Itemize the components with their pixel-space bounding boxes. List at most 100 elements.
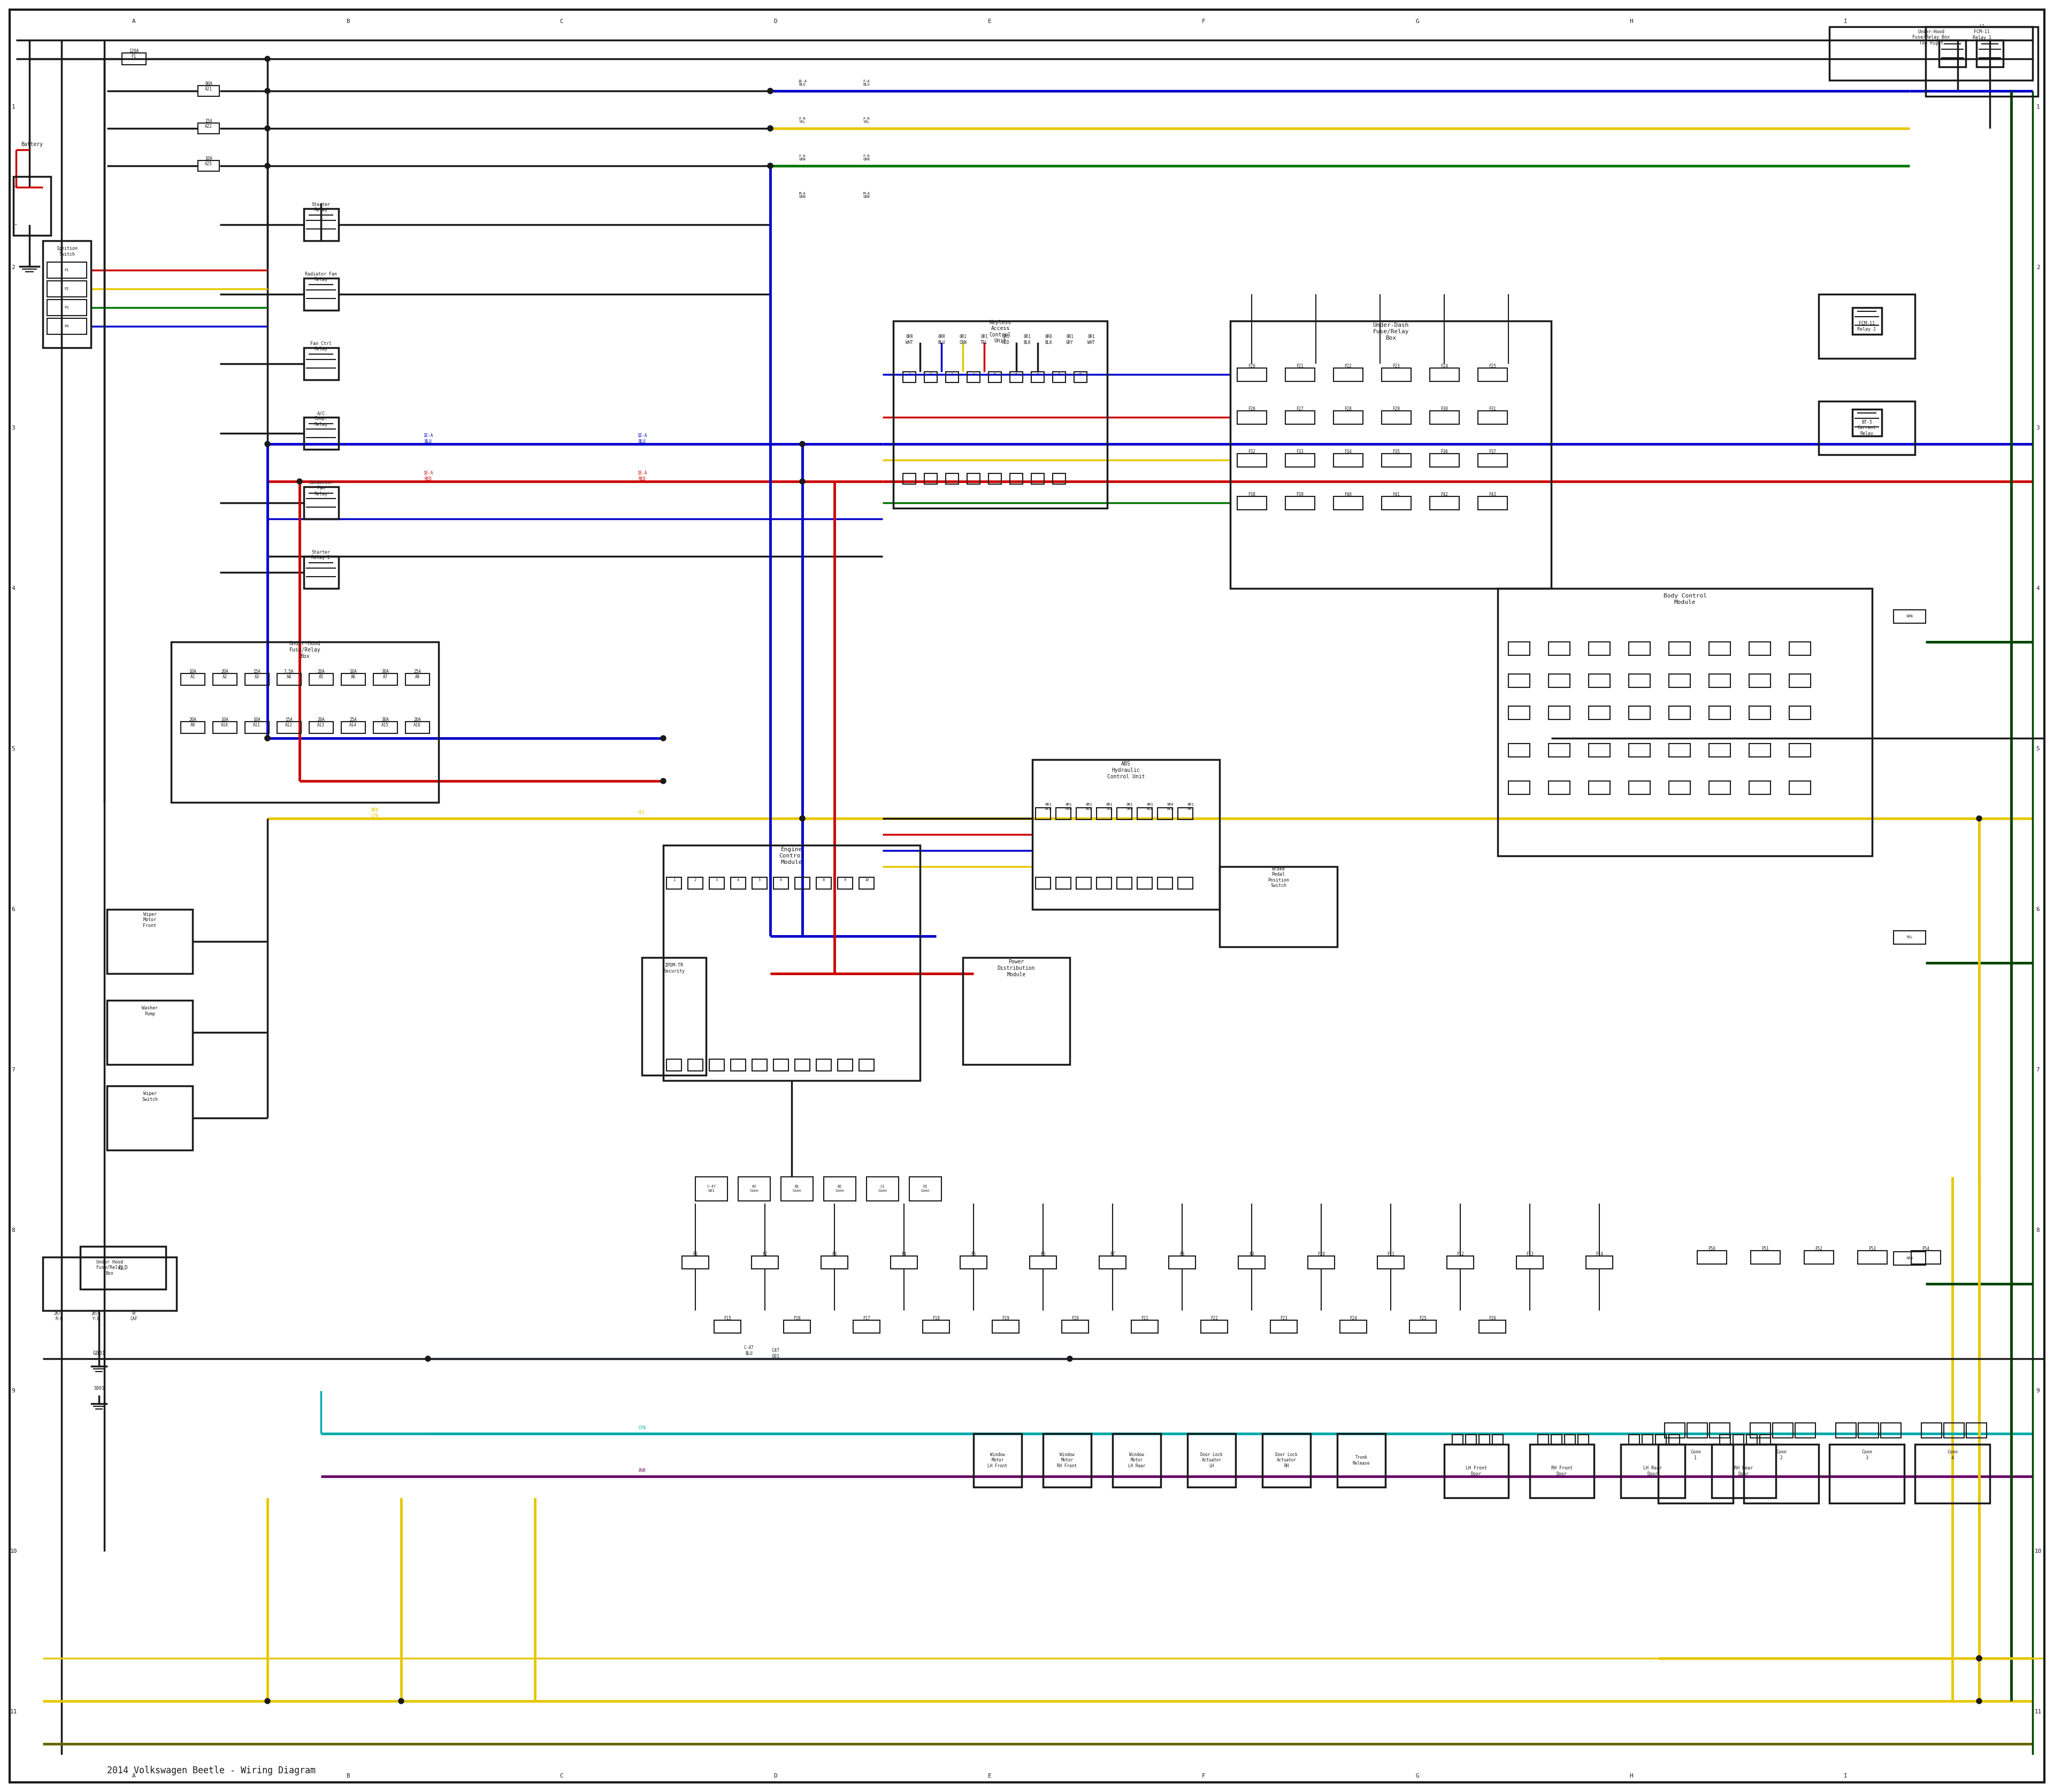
Text: 1E-A
BLU: 1E-A BLU [637,434,647,444]
Text: Window
Motor
LH Front: Window Motor LH Front [988,1452,1006,1468]
Bar [1760,1435,1771,1444]
Text: 1E-A
RED: 1E-A RED [423,471,433,482]
Bar [1035,878,1050,889]
Bar [967,371,980,382]
Text: F31: F31 [1489,407,1495,412]
Bar [181,722,205,733]
Circle shape [265,88,271,93]
Bar [1789,706,1812,719]
Text: 11: 11 [2033,1710,2042,1715]
Text: G001: G001 [92,1351,105,1357]
Text: ELD: ELD [119,1265,127,1271]
Text: L1: L1 [1980,25,1984,29]
Text: 10A
A25: 10A A25 [205,156,212,167]
Text: F33: F33 [1296,450,1304,453]
Text: Conn
3: Conn 3 [1861,1450,1871,1460]
Text: F39: F39 [1296,493,1304,496]
Text: 4: 4 [12,586,14,591]
Bar [1409,1321,1436,1333]
Text: 4: 4 [972,373,976,376]
Bar [1789,744,1812,756]
Text: F-R
GRN: F-R GRN [863,154,871,161]
Bar [785,1321,811,1333]
Bar [1551,1435,1561,1444]
Text: F-A
BLU: F-A BLU [863,79,871,86]
Bar [47,299,86,315]
Bar [1479,410,1508,425]
Text: I: I [1844,18,1847,23]
Bar [752,878,766,889]
Bar [1818,294,1914,358]
Text: F26: F26 [1489,1315,1495,1321]
Bar [1430,367,1458,382]
Bar [1430,410,1458,425]
Bar [1333,496,1364,509]
Bar [1177,808,1193,819]
Bar [1479,1321,1506,1333]
Text: 10: 10 [10,1548,16,1554]
Bar [1138,808,1152,819]
Text: B1
Conn: B1 Conn [793,1185,801,1192]
Circle shape [265,125,271,131]
Text: 20A
A16: 20A A16 [413,717,421,728]
Text: E: E [988,18,992,23]
Text: F8: F8 [1179,1253,1185,1256]
Text: Door Lock
Actuator
LH: Door Lock Actuator LH [1200,1452,1222,1468]
Text: A/C
Comp.
Relay: A/C Comp. Relay [314,410,329,426]
Bar [1641,1435,1653,1444]
Text: 3: 3 [12,425,14,430]
Bar [992,1321,1019,1333]
Bar [47,319,86,335]
Text: 9: 9 [12,1389,14,1394]
Text: E: E [988,1774,992,1779]
Text: 15A
A12: 15A A12 [286,717,292,728]
Text: A: A [131,1774,136,1779]
Text: 8: 8 [2036,1228,2040,1233]
Text: Ignition
Switch: Ignition Switch [55,246,78,256]
Bar [277,674,302,685]
Text: F5: F5 [972,1253,976,1256]
Text: 11: 11 [10,1710,16,1715]
Text: Wiper
Motor
Front: Wiper Motor Front [144,912,156,928]
Text: Door Lock
Actuator
RH: Door Lock Actuator RH [1276,1452,1298,1468]
Bar [1479,1435,1489,1444]
Circle shape [799,478,805,484]
Text: 4: 4 [737,878,739,882]
Bar [1629,706,1649,719]
Bar [1479,453,1508,468]
Bar [1382,410,1411,425]
Text: C: C [561,1774,563,1779]
Bar [737,1177,770,1201]
Text: F50: F50 [1709,1247,1715,1251]
Text: Trunk
Release: Trunk Release [1354,1455,1370,1466]
Text: 6: 6 [2036,907,2040,912]
Text: F32: F32 [1249,450,1255,453]
Bar [1588,744,1610,756]
Bar [1664,1423,1684,1437]
Text: 5: 5 [994,373,996,376]
Bar [922,1321,949,1333]
Text: -: - [14,220,18,228]
Bar [1629,642,1649,656]
Text: Conn
4: Conn 4 [1947,1450,1957,1460]
Text: Conn
1: Conn 1 [1690,1450,1701,1460]
Bar [1939,39,1966,66]
Bar [1830,27,2033,81]
Text: 9: 9 [2036,1389,2040,1394]
Text: F9: F9 [1249,1253,1255,1256]
Text: 20A
A9: 20A A9 [189,717,197,728]
Bar [1452,1435,1462,1444]
Bar [824,1177,857,1201]
Text: 10: 10 [865,878,869,882]
Text: 20A
A5: 20A A5 [316,668,325,679]
Text: 0R0
BLK: 0R0 BLK [1045,335,1052,344]
Bar [14,177,51,235]
Bar [197,86,220,97]
Bar [924,371,937,382]
Circle shape [768,125,772,131]
Bar [1479,367,1508,382]
Text: 0R1
BLK: 0R1 BLK [1023,335,1031,344]
Bar [752,1256,778,1269]
Bar [47,281,86,297]
Bar [1508,744,1530,756]
